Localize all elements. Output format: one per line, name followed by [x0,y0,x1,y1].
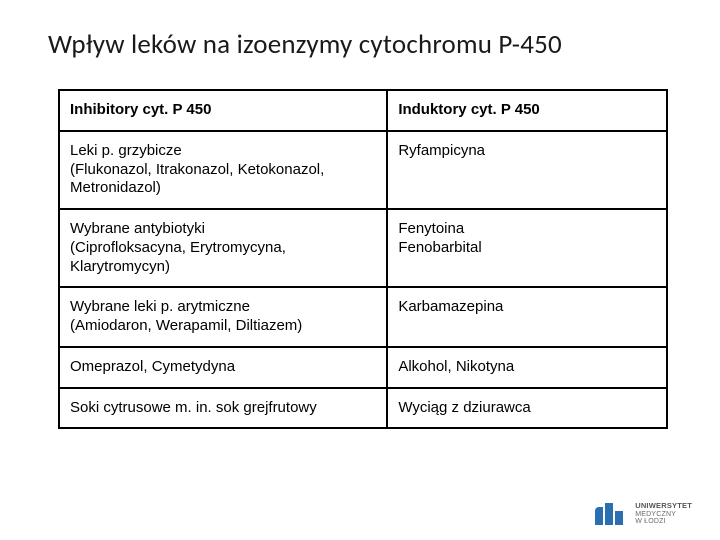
cell-inhibitor: Omeprazol, Cymetydyna [59,347,387,388]
cell-inductor: Karbamazepina [387,287,667,347]
cell-inhibitor: Wybrane antybiotyki(Ciprofloksacyna, Ery… [59,209,387,287]
cell-inductor: Ryfampicyna [387,131,667,209]
table-row: Wybrane leki p. arytmiczne(Amiodaron, We… [59,287,667,347]
table-body: Leki p. grzybicze(Flukonazol, Itrakonazo… [59,131,667,429]
table-row: Leki p. grzybicze(Flukonazol, Itrakonazo… [59,131,667,209]
cell-inhibitor: Wybrane leki p. arytmiczne(Amiodaron, We… [59,287,387,347]
col-header-inductors: Induktory cyt. P 450 [387,90,667,131]
logo-line1: UNIWERSYTET [635,502,692,510]
table-row: Omeprazol, Cymetydyna Alkohol, Nikotyna [59,347,667,388]
cell-inhibitor: Leki p. grzybicze(Flukonazol, Itrakonazo… [59,131,387,209]
logo-mark-icon [595,503,629,525]
table-row: Wybrane antybiotyki(Ciprofloksacyna, Ery… [59,209,667,287]
p450-table: Inhibitory cyt. P 450 Induktory cyt. P 4… [58,89,668,429]
col-header-inhibitors: Inhibitory cyt. P 450 [59,90,387,131]
cell-inductor: Alkohol, Nikotyna [387,347,667,388]
cell-inhibitor: Soki cytrusowe m. in. sok grejfrutowy [59,388,387,429]
cell-inductor: FenytoinaFenobarbital [387,209,667,287]
cell-inductor: Wyciąg z dziurawca [387,388,667,429]
slide-title: Wpływ leków na izoenzymy cytochromu P-45… [48,28,672,61]
logo-text: UNIWERSYTET MEDYCZNY W ŁODZI [635,502,692,526]
logo-line3: W ŁODZI [635,518,692,526]
slide: Wpływ leków na izoenzymy cytochromu P-45… [0,0,720,540]
footer-logo: UNIWERSYTET MEDYCZNY W ŁODZI [595,502,692,526]
table-header-row: Inhibitory cyt. P 450 Induktory cyt. P 4… [59,90,667,131]
table-row: Soki cytrusowe m. in. sok grejfrutowy Wy… [59,388,667,429]
logo-line2: MEDYCZNY [635,511,692,519]
